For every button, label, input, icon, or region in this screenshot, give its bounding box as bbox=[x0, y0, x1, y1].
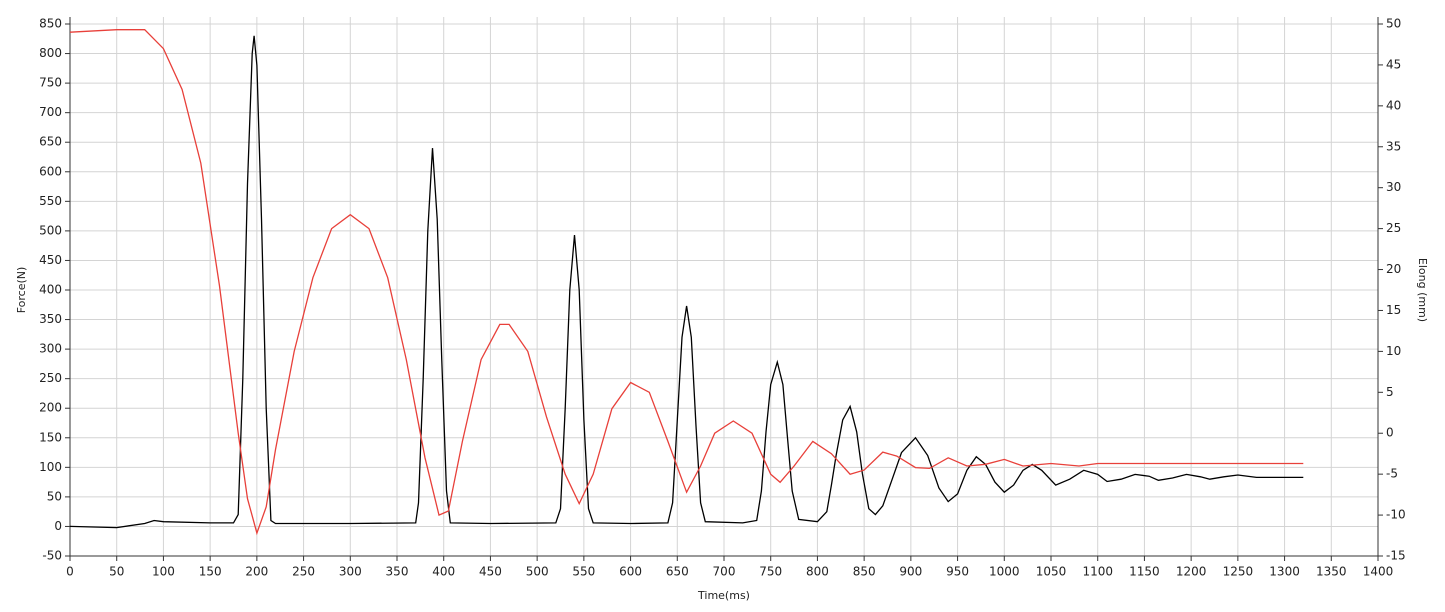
x-tick-label: 750 bbox=[759, 565, 782, 579]
y-tick-label: 250 bbox=[39, 371, 62, 385]
x-tick-label: 1100 bbox=[1082, 565, 1113, 579]
series-line bbox=[69, 29, 1304, 536]
y-tick-label: 650 bbox=[39, 135, 62, 149]
y-tick-label: 100 bbox=[39, 460, 62, 474]
x-tick-label: 350 bbox=[386, 565, 409, 579]
x-tick-label: 1400 bbox=[1363, 565, 1394, 579]
y2-tick-label: -15 bbox=[1386, 549, 1406, 563]
x-tick-label: 850 bbox=[853, 565, 876, 579]
x-tick-label: 550 bbox=[572, 565, 595, 579]
x-tick-label: 1050 bbox=[1036, 565, 1067, 579]
x-tick-label: 1250 bbox=[1223, 565, 1254, 579]
y-tick-label: 750 bbox=[39, 76, 62, 90]
x-tick-label: 100 bbox=[152, 565, 175, 579]
x-tick-label: 0 bbox=[66, 565, 74, 579]
x-axis-label: Time(ms) bbox=[697, 589, 750, 602]
y2-tick-label: 25 bbox=[1386, 221, 1401, 235]
y2-tick-label: 45 bbox=[1386, 57, 1401, 71]
y2-tick-label: 5 bbox=[1386, 385, 1394, 399]
x-tick-label: 1000 bbox=[989, 565, 1020, 579]
x-tick-label: 450 bbox=[479, 565, 502, 579]
y-tick-label: 200 bbox=[39, 401, 62, 415]
x-tick-label: 1200 bbox=[1176, 565, 1207, 579]
x-tick-label: 800 bbox=[806, 565, 829, 579]
y2-tick-label: -5 bbox=[1386, 467, 1398, 481]
y-tick-label: 700 bbox=[39, 105, 62, 119]
y2-tick-label: 0 bbox=[1386, 426, 1394, 440]
y-tick-label: 850 bbox=[39, 17, 62, 31]
y2-tick-label: 40 bbox=[1386, 98, 1401, 112]
x-tick-label: 300 bbox=[339, 565, 362, 579]
y2-tick-label: 50 bbox=[1386, 17, 1401, 31]
y-tick-label: 150 bbox=[39, 430, 62, 444]
y-tick-label: 300 bbox=[39, 342, 62, 356]
x-tick-label: 900 bbox=[899, 565, 922, 579]
y-tick-label: 0 bbox=[54, 519, 62, 533]
x-tick-label: 1150 bbox=[1129, 565, 1160, 579]
y-axis-label: Force(N) bbox=[15, 267, 28, 314]
y2-tick-label: 20 bbox=[1386, 262, 1401, 276]
x-tick-label: 600 bbox=[619, 565, 642, 579]
y2-tick-label: 30 bbox=[1386, 180, 1401, 194]
series-line bbox=[69, 35, 1304, 529]
y-tick-label: 600 bbox=[39, 164, 62, 178]
x-tick-label: 50 bbox=[109, 565, 124, 579]
y-tick-label: 450 bbox=[39, 253, 62, 267]
y2-axis-label: Elong (mm) bbox=[1416, 258, 1429, 322]
x-tick-label: 200 bbox=[245, 565, 268, 579]
y2-tick-label: 15 bbox=[1386, 303, 1401, 317]
x-tick-label: 400 bbox=[432, 565, 455, 579]
y-tick-label: -50 bbox=[42, 549, 62, 563]
y-tick-label: 400 bbox=[39, 283, 62, 297]
x-tick-label: 950 bbox=[946, 565, 969, 579]
x-tick-label: 1300 bbox=[1269, 565, 1300, 579]
y-tick-label: 50 bbox=[47, 489, 62, 503]
x-tick-label: 700 bbox=[713, 565, 736, 579]
y-tick-label: 800 bbox=[39, 46, 62, 60]
x-tick-label: 150 bbox=[199, 565, 222, 579]
y2-tick-label: 35 bbox=[1386, 139, 1401, 153]
y2-tick-label: -10 bbox=[1386, 508, 1406, 522]
y-tick-label: 500 bbox=[39, 223, 62, 237]
y2-tick-label: 10 bbox=[1386, 344, 1401, 358]
x-tick-label: 650 bbox=[666, 565, 689, 579]
x-tick-label: 250 bbox=[292, 565, 315, 579]
x-tick-label: 1350 bbox=[1316, 565, 1347, 579]
y-tick-label: 550 bbox=[39, 194, 62, 208]
y-tick-label: 350 bbox=[39, 312, 62, 326]
x-tick-label: 500 bbox=[526, 565, 549, 579]
